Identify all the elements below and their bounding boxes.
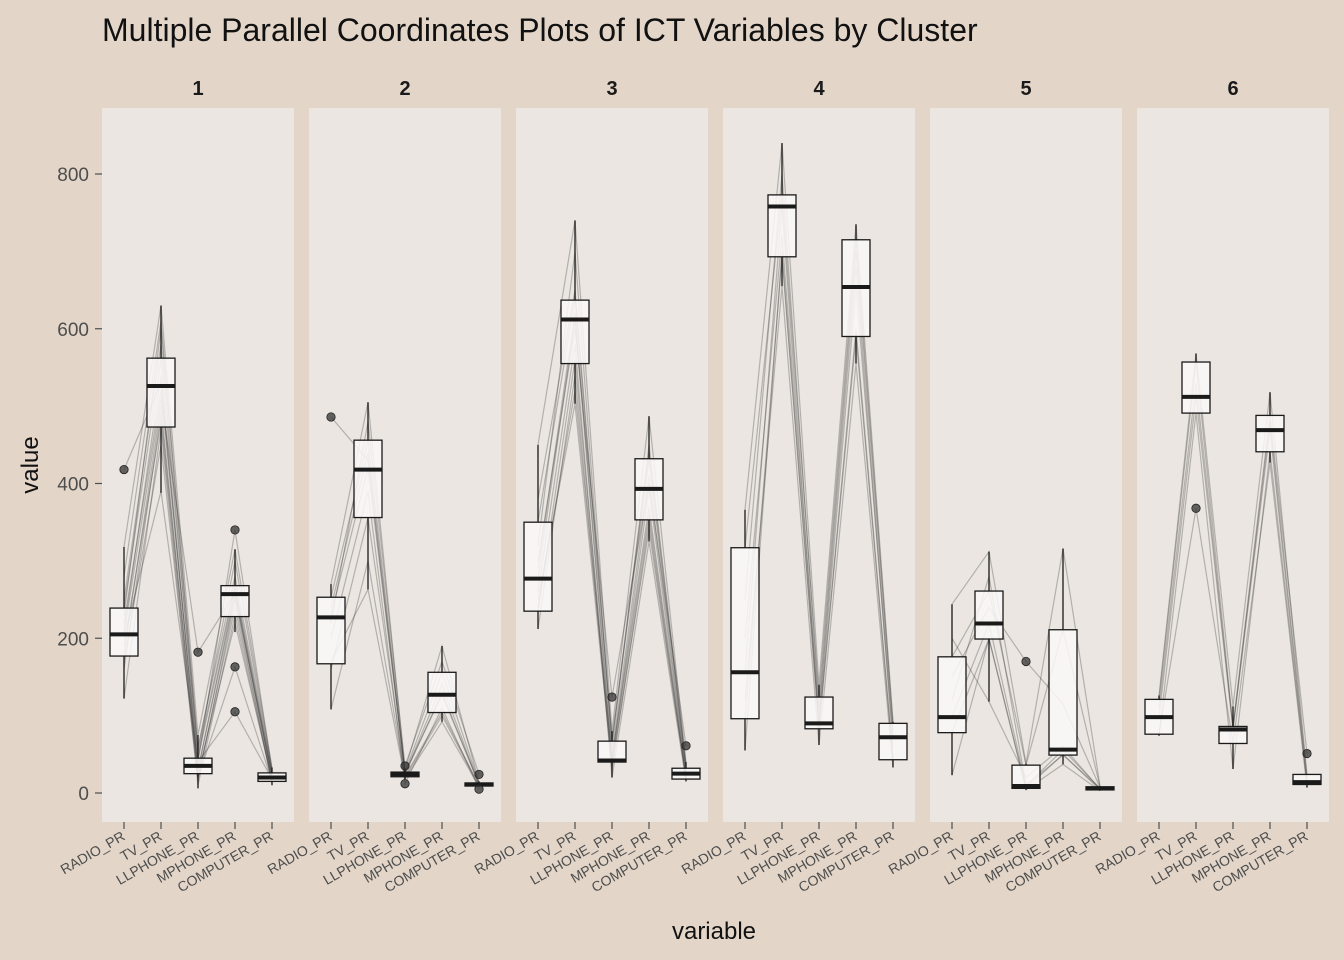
outlier-point (119, 464, 129, 475)
box (427, 671, 457, 714)
box (1292, 773, 1322, 786)
boxplot-TV_PR (974, 551, 1004, 702)
facet-panel-4: 4RADIO_PRTV_PRLLPHONE_PRMPHONE_PRCOMPUTE… (679, 78, 915, 895)
facet-panel-3: 3RADIO_PRTV_PRLLPHONE_PRMPHONE_PRCOMPUTE… (472, 78, 708, 895)
y-tick-label: 600 (57, 320, 89, 341)
x-tick-label: RADIO_PR (886, 828, 956, 878)
y-tick-label: 0 (78, 784, 89, 805)
boxplot-TV_PR (353, 402, 383, 590)
x-tick-label: RADIO_PR (679, 828, 749, 878)
boxplot-COMPUTER_PR (464, 769, 494, 794)
y-axis-label: value (17, 436, 44, 493)
chart-title: Multiple Parallel Coordinates Plots of I… (102, 12, 978, 48)
box (523, 521, 553, 612)
strip-label: 3 (606, 78, 617, 100)
boxplot-MPHONE_PR (427, 645, 457, 722)
boxplot-COMPUTER_PR (1292, 748, 1322, 788)
strip-label: 5 (1020, 78, 1031, 100)
y-tick-label: 800 (57, 165, 89, 186)
boxplot-LLPHONE_PR (390, 761, 420, 789)
facet-panel-5: 5RADIO_PRTV_PRLLPHONE_PRMPHONE_PRCOMPUTE… (886, 78, 1122, 895)
boxplot-TV_PR (146, 305, 176, 493)
outlier-point (474, 784, 484, 794)
boxplot-MPHONE_PR (1048, 548, 1078, 765)
boxplot-MPHONE_PR (841, 224, 871, 364)
boxplot-MPHONE_PR (220, 525, 250, 717)
parallel-line (330, 587, 480, 788)
box (146, 357, 176, 428)
box (1181, 361, 1211, 414)
x-tick-label: RADIO_PR (1093, 828, 1163, 878)
panel-background (309, 108, 501, 822)
box (1255, 414, 1285, 453)
box (937, 656, 967, 734)
box (1011, 764, 1041, 790)
x-tick-label: RADIO_PR (265, 828, 335, 878)
panel-background (516, 108, 708, 822)
boxplot-RADIO_PR (1144, 695, 1174, 736)
outlier-point (193, 647, 203, 657)
outlier-point (230, 525, 240, 535)
boxplot-TV_PR (767, 143, 797, 287)
boxplot-LLPHONE_PR (597, 692, 627, 778)
boxplot-RADIO_PR (937, 604, 967, 776)
strip-label: 1 (192, 78, 203, 100)
boxplot-LLPHONE_PR (804, 684, 834, 746)
boxplot-TV_PR (1181, 353, 1211, 513)
x-tick-label: RADIO_PR (472, 828, 542, 878)
y-tick-label: 400 (57, 475, 89, 496)
outlier-point (400, 779, 410, 789)
boxplot-LLPHONE_PR (1218, 706, 1248, 770)
boxplot-RADIO_PR (523, 444, 553, 629)
box (1048, 629, 1078, 756)
outlier-point (474, 769, 484, 780)
box (316, 596, 346, 665)
boxplot-COMPUTER_PR (878, 721, 908, 768)
boxplot-COMPUTER_PR (1085, 786, 1115, 791)
outlier-point (681, 741, 691, 751)
boxplot-MPHONE_PR (1255, 392, 1285, 463)
box (767, 194, 797, 258)
outlier-point (1302, 748, 1312, 759)
y-axis: 0 200 400 600 800 (57, 165, 102, 805)
box (974, 590, 1004, 640)
outlier-point (607, 692, 617, 702)
outlier-point (326, 412, 336, 422)
box (220, 584, 250, 618)
boxplot-MPHONE_PR (634, 416, 664, 542)
facet-panels: 1RADIO_PRTV_PRLLPHONE_PRMPHONE_PRCOMPUTE… (58, 78, 1329, 895)
boxplot-LLPHONE_PR (183, 647, 213, 789)
outlier-point (400, 761, 410, 771)
box (560, 299, 590, 365)
box (353, 439, 383, 519)
strip-label: 6 (1227, 78, 1238, 100)
boxplot-RADIO_PR (730, 509, 760, 751)
strip-label: 4 (813, 78, 825, 100)
boxplot-RADIO_PR (109, 464, 139, 699)
x-axis-label: variable (672, 918, 756, 945)
boxplot-RADIO_PR (316, 412, 346, 710)
box (878, 722, 908, 761)
y-tick-label: 200 (57, 629, 89, 650)
facet-panel-6: 6RADIO_PRTV_PRLLPHONE_PRMPHONE_PRCOMPUTE… (1093, 78, 1329, 895)
outlier-point (1191, 503, 1201, 513)
strip-label: 2 (399, 78, 410, 100)
outlier-point (1021, 656, 1031, 667)
outlier-point (230, 662, 240, 672)
outlier-point (230, 707, 240, 717)
boxplot-COMPUTER_PR (671, 741, 701, 782)
boxplot-COMPUTER_PR (257, 767, 287, 786)
facet-panel-2: 2RADIO_PRTV_PRLLPHONE_PRMPHONE_PRCOMPUTE… (265, 78, 501, 895)
boxplot-TV_PR (560, 220, 590, 404)
panel-background (102, 108, 294, 822)
box (730, 547, 760, 720)
boxplot-LLPHONE_PR (1011, 656, 1041, 790)
parallel-line (1158, 353, 1308, 775)
facet-panel-1: 1RADIO_PRTV_PRLLPHONE_PRMPHONE_PRCOMPUTE… (58, 78, 294, 895)
x-tick-label: RADIO_PR (58, 828, 128, 878)
box (109, 607, 139, 657)
